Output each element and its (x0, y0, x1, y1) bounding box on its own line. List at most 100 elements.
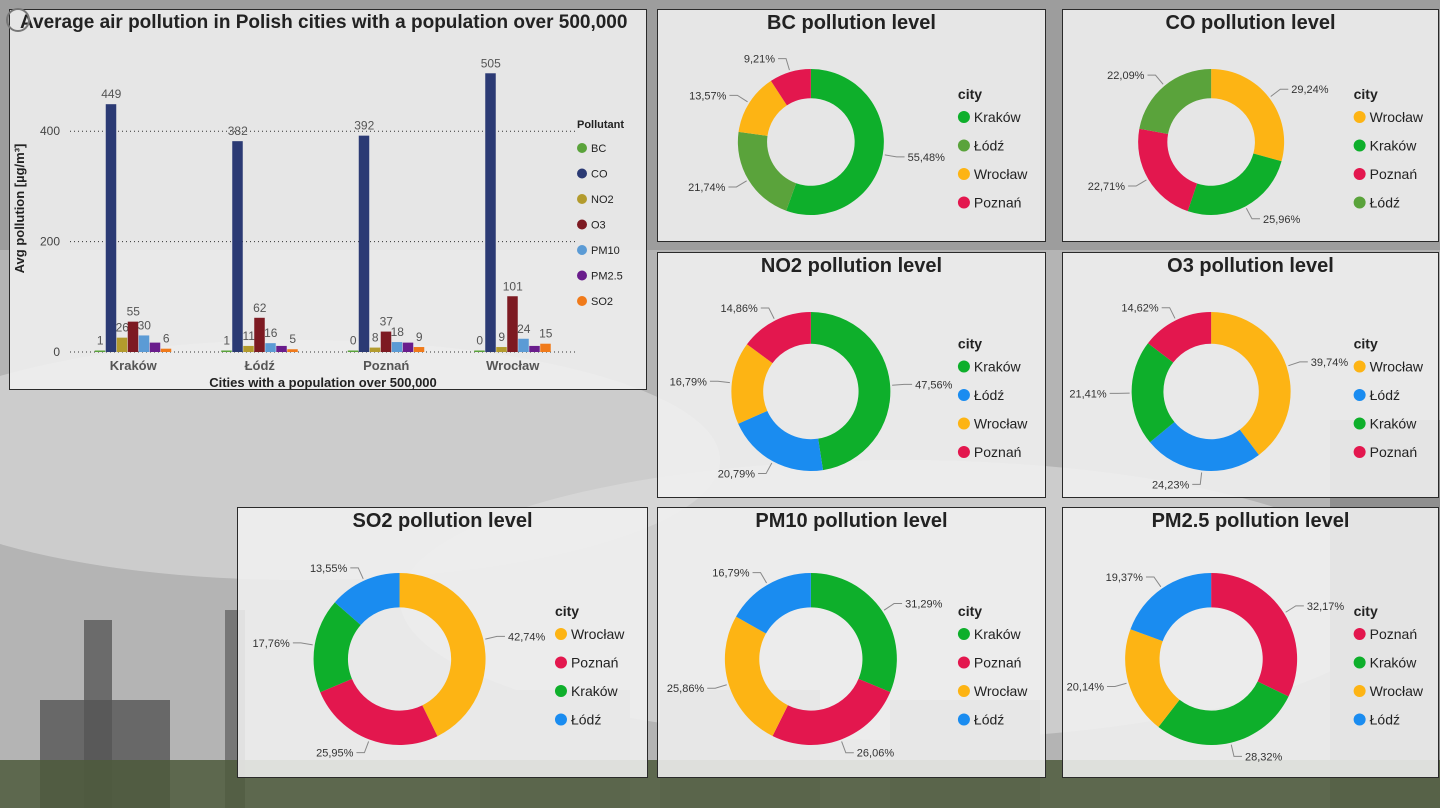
bar-bc (347, 350, 359, 352)
legend-item: Wrocław (571, 626, 625, 642)
legend-title: city (1354, 336, 1378, 352)
slice-label: 22,09% (1107, 70, 1145, 82)
legend-item: Wrocław (1370, 359, 1424, 375)
donut-slice (320, 678, 438, 745)
legend-item: Poznań (1370, 166, 1417, 182)
donut-slice (1139, 69, 1212, 135)
slice-label: 25,86% (667, 683, 705, 695)
bar-value-label: 24 (517, 322, 531, 336)
bar-chart: 0 200 400 Avg pollution [µg/m³] Cities with … (12, 56, 624, 389)
bar-value-label: 26 (116, 321, 130, 335)
legend-marker (1353, 446, 1366, 458)
bar-no2 (116, 337, 128, 352)
y-axis-label: Avg pollution [µg/m³] (12, 144, 27, 274)
slice-label: 25,96% (1263, 214, 1301, 226)
bar-pm25 (529, 345, 540, 352)
leader-line (292, 642, 313, 646)
slice-label: 47,56% (915, 379, 953, 391)
legend-item: Łódź (974, 138, 1004, 154)
leader-line (883, 603, 903, 611)
donut-chart: 32,17% 28,32% 20,14% 19,37% city Poznań Kraków… (1067, 572, 1424, 763)
bar-value-label: 55 (127, 305, 141, 319)
slice-label: 21,74% (688, 182, 726, 194)
donut-chart: 39,74% 24,23% 21,41% 14,62% city Wrocław Łódź K… (1069, 303, 1424, 492)
legend-marker (957, 389, 970, 401)
bc-donut-panel: BC pollution level 55,48% 21,74% 13,57% 9,21… (657, 9, 1046, 242)
donut-title: NO2 pollution level (760, 255, 943, 277)
donut-slice (1158, 681, 1289, 745)
legend-marker (1353, 628, 1366, 640)
legend-marker (1353, 360, 1366, 373)
donut-chart: 55,48% 21,74% 13,57% 9,21% city Kraków Łódź Wro… (688, 54, 1028, 216)
legend-marker (577, 296, 587, 306)
bar-bc (474, 350, 485, 352)
legend-item: Poznań (571, 655, 618, 671)
donut-slice (724, 616, 788, 736)
donut-slice (731, 344, 773, 424)
donut-title: PM10 pollution level (755, 510, 948, 532)
bar-o3 (254, 317, 265, 352)
slice-label: 39,74% (1311, 357, 1349, 369)
donut-chart: 47,56% 20,79% 16,79% 14,86% city Kraków Łódź Wr… (670, 303, 1029, 481)
leader-line (729, 94, 748, 103)
donut-chart: 29,24% 25,96% 22,71% 22,09% city Wrocław Krakó… (1088, 69, 1424, 226)
bar-value-label: 101 (503, 279, 523, 293)
x-tick-label: Poznań (363, 358, 409, 373)
legend-marker (1353, 168, 1366, 180)
pm25-donut-panel: PM2.5 pollution level 32,17% 28,32% 20,14% 1… (1062, 507, 1439, 778)
legend-item: Łódź (1370, 195, 1400, 211)
donut-slice (1125, 629, 1180, 727)
bar-pm10 (265, 343, 276, 352)
bar-value-label: 392 (354, 119, 374, 133)
so2-donut-panel: SO2 pollution level 42,74% 25,95% 17,76% 13,… (237, 507, 648, 778)
slice-label: 14,86% (720, 303, 758, 315)
bar-value-label: 16 (264, 326, 278, 340)
bar-value-label: 1 (223, 334, 230, 348)
slice-label: 16,79% (670, 376, 708, 388)
legend-item: Kraków (974, 109, 1022, 125)
legend-marker (957, 168, 970, 180)
slice-label: 13,57% (689, 90, 727, 102)
slice-label: 14,62% (1121, 303, 1159, 315)
legend-marker (957, 656, 970, 669)
bar-co (105, 104, 117, 352)
legend-title: city (958, 603, 982, 619)
slice-label: 19,37% (1106, 572, 1144, 584)
donut-slice (1149, 421, 1259, 471)
legend-marker (957, 685, 970, 697)
bar-value-label: 505 (481, 56, 501, 70)
legend-item: Wrocław (1370, 683, 1424, 699)
slice-label: 24,23% (1152, 479, 1190, 491)
donut-title: CO pollution level (1165, 12, 1336, 34)
x-axis-label: Cities with a population over 500,000 (209, 375, 437, 389)
legend-item: Kraków (974, 626, 1022, 642)
slice-label: 20,79% (718, 469, 756, 481)
slice-label: 25,95% (316, 748, 354, 760)
legend-item: O3 (591, 220, 606, 232)
bar-value-label: 0 (350, 334, 357, 348)
legend-item: CO (591, 169, 608, 181)
legend-item: Kraków (571, 683, 619, 699)
x-tick-label: Kraków (110, 358, 158, 373)
bar-so2 (160, 348, 172, 352)
bar-value-label: 5 (289, 332, 296, 346)
y-tick-label: 200 (40, 235, 60, 249)
leader-line (752, 572, 768, 584)
donut-slice (1211, 69, 1285, 162)
donut-slice (1187, 153, 1282, 216)
legend-marker (957, 446, 970, 458)
slice-label: 42,74% (508, 631, 546, 643)
legend-item: Poznań (1370, 626, 1417, 642)
leader-line (884, 154, 905, 158)
leader-line (760, 307, 775, 319)
leader-line (1285, 605, 1304, 613)
donut-title: BC pollution level (767, 12, 936, 34)
bar-co (232, 141, 243, 352)
legend-marker (1353, 656, 1366, 669)
legend-marker (577, 219, 587, 230)
bar-value-label: 37 (380, 315, 394, 329)
leader-line (1128, 179, 1147, 187)
leader-line (1161, 307, 1176, 319)
bar-value-label: 449 (101, 87, 121, 101)
bar-pm10 (138, 335, 150, 352)
